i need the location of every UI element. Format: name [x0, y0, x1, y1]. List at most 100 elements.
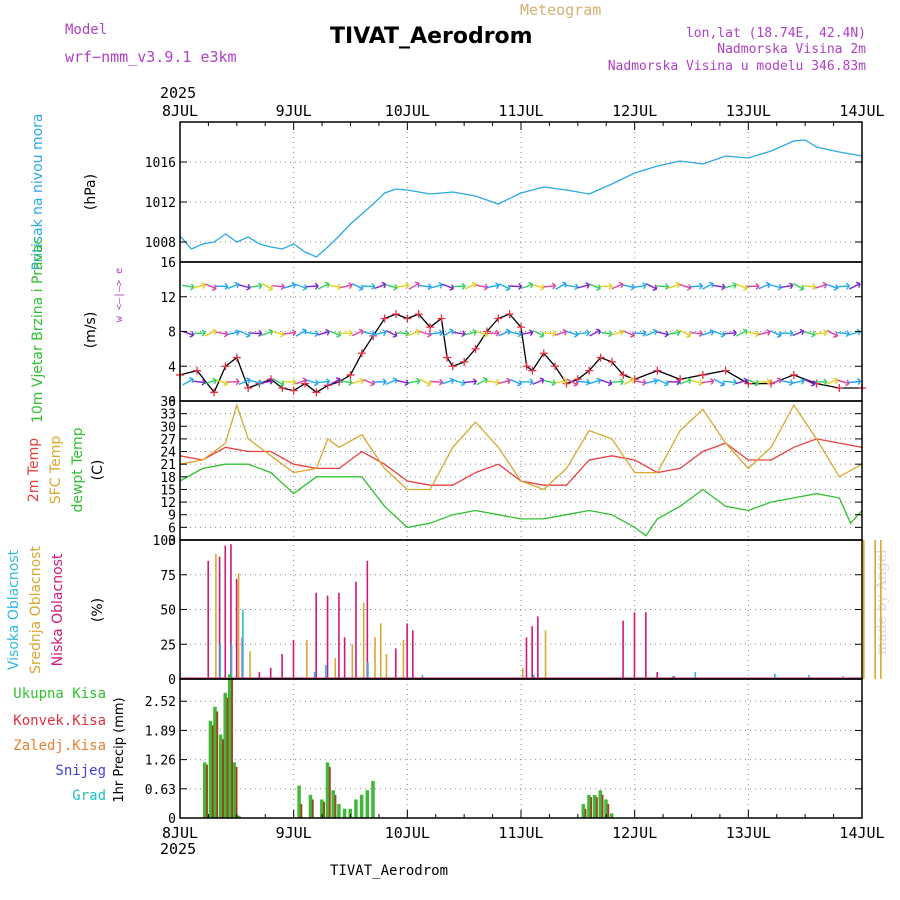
- precip-bar: [325, 762, 330, 818]
- wind-arrow-shaft: [464, 380, 477, 384]
- wind-arrow-icon: [362, 330, 376, 338]
- wind-arrow-head: [404, 282, 410, 290]
- cloud-bar: [219, 644, 221, 679]
- wind-arrow-icon: [656, 330, 670, 338]
- cloud-bar: [656, 672, 658, 679]
- cloud-bar: [258, 672, 261, 679]
- wind-arrow-shaft: [622, 284, 635, 289]
- wind-arrow-head: [528, 281, 534, 289]
- cloud-bar: [224, 545, 227, 679]
- wind-arrow-head: [833, 377, 839, 384]
- wind-arrow-icon: [724, 282, 737, 289]
- y-tick-label: 1.26: [145, 754, 176, 769]
- wind-arrow-icon: [814, 329, 828, 337]
- wind-speed-marker: [443, 353, 452, 362]
- precip-bar: [359, 794, 364, 818]
- wind-arrow-icon: [577, 378, 591, 386]
- wind-arrow-head: [765, 281, 771, 289]
- precip-bar: [320, 799, 324, 818]
- wind-arrow-shaft: [690, 285, 703, 288]
- wind-speed-marker: [698, 370, 707, 379]
- wind-arrow-shaft: [317, 330, 330, 336]
- cloud-bar: [230, 644, 233, 679]
- precip-bar: [331, 790, 335, 818]
- wind-arrow-icon: [701, 377, 715, 385]
- wind-arrow-icon: [283, 329, 297, 337]
- wind-arrow-head: [212, 377, 217, 385]
- wind-arrow-icon: [249, 329, 263, 337]
- wind-arrow-shaft: [633, 284, 647, 289]
- wind-speed-line: [179, 313, 862, 394]
- wind-arrow-head: [766, 329, 771, 336]
- wind-arrow-icon: [181, 283, 195, 291]
- wind-arrow-head: [742, 328, 748, 335]
- wind-arrow-icon: [679, 283, 692, 291]
- cloud-bar: [351, 644, 354, 679]
- wind-arrow-icon: [521, 281, 534, 290]
- y-tick-label: 0.63: [145, 783, 176, 798]
- wind-arrow-shaft: [837, 331, 850, 335]
- wind-arrow-shaft: [295, 379, 307, 385]
- wind-arrow-shaft: [317, 283, 330, 290]
- year-bottom: 2025: [160, 840, 196, 858]
- wind-arrow-icon: [407, 377, 421, 385]
- wind-arrow-head: [335, 377, 341, 384]
- cloud-bar: [242, 609, 244, 679]
- wind-speed-marker: [210, 388, 219, 397]
- wind-arrow-icon: [589, 328, 601, 337]
- y-tick-label: 1016: [145, 156, 176, 171]
- wind-arrow-icon: [588, 377, 602, 385]
- wind-arrow-icon: [543, 379, 557, 387]
- wind-arrow-icon: [837, 330, 850, 338]
- wind-arrow-icon: [227, 329, 240, 336]
- wind-arrow-shaft: [306, 331, 319, 335]
- wind-arrow-head: [371, 282, 376, 290]
- precip-bar: [334, 794, 337, 818]
- axes-layer: [179, 121, 863, 819]
- cloud-bar: [808, 674, 810, 679]
- cloud-bar: [379, 623, 382, 679]
- precip-bar: [601, 794, 604, 818]
- wind-speed-marker: [551, 362, 560, 371]
- wind-arrow-head: [506, 377, 511, 385]
- precip-bar: [308, 794, 313, 818]
- wind-arrow-shaft: [814, 283, 827, 289]
- wind-arrow-icon: [701, 328, 715, 336]
- wind-arrow-icon: [566, 330, 579, 338]
- wind-arrow-icon: [362, 282, 376, 290]
- precip-bar: [223, 692, 227, 818]
- wind-arrow-icon: [532, 377, 545, 385]
- wind-arrow-head: [822, 329, 828, 337]
- footer-station: TIVAT_Aerodrom: [330, 863, 448, 879]
- wind-arrow-shaft: [645, 379, 658, 384]
- wind-arrow-shaft: [758, 331, 771, 336]
- wind-arrow-head: [292, 378, 297, 386]
- wind-arrow-icon: [385, 377, 398, 385]
- wind-arrow-head: [245, 331, 251, 338]
- wind-arrow-shaft: [803, 378, 816, 386]
- wind-arrow-icon: [351, 283, 364, 291]
- wind-arrow-head: [426, 380, 432, 387]
- y-tick-label: 27: [160, 433, 176, 448]
- wind-arrow-shaft: [487, 284, 500, 289]
- wind-arrow-head: [574, 283, 579, 291]
- cloud-ylabel: (%): [90, 598, 106, 622]
- wind-arrow-shaft: [204, 329, 217, 337]
- wind-arrow-head: [776, 377, 782, 384]
- wind-arrow-shaft: [306, 285, 319, 288]
- wind-arrow-shaft: [690, 332, 703, 335]
- wind-arrow-icon: [295, 377, 308, 385]
- labels-layer: 1008101210160481216369121518212427303336…: [6, 102, 885, 842]
- wind-arrow-shaft: [735, 283, 748, 290]
- cloud-bar: [313, 672, 316, 679]
- cloud-bar: [537, 616, 539, 679]
- x-tick-label-top: 10JUL: [385, 102, 430, 120]
- wind-arrow-shaft: [283, 331, 296, 335]
- wind-arrow-icon: [826, 377, 839, 385]
- wind-arrow-head: [608, 282, 613, 290]
- wind-arrow-head: [291, 329, 297, 337]
- wind-arrow-icon: [747, 282, 760, 290]
- wind-arrow-head: [619, 378, 624, 386]
- pressure-title: Pritisak na nivou mora: [30, 113, 46, 270]
- x-tick-label-bottom: 10JUL: [385, 824, 430, 842]
